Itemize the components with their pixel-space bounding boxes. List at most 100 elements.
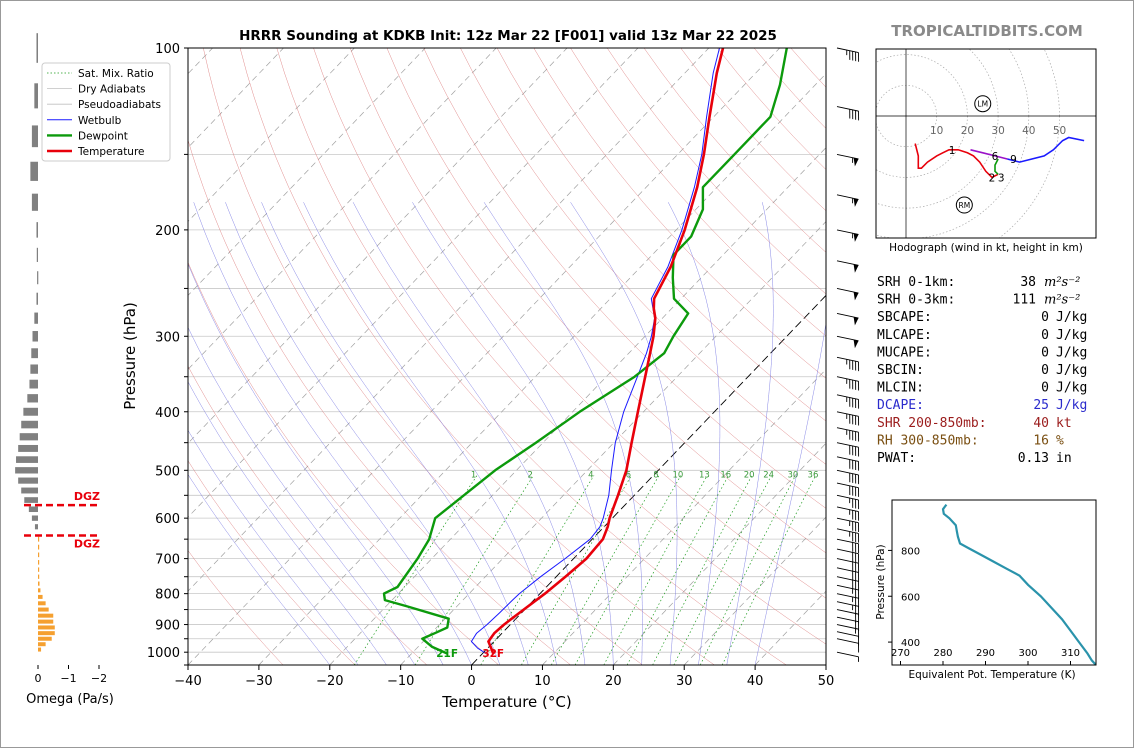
theta-e-y-label: Pressure (hPa)	[875, 544, 887, 619]
skewt-legend: Sat. Mix. Ratio Dry Adiabats Pseudoadiabat…	[41, 62, 171, 162]
barb-half-flag	[852, 198, 854, 204]
barb-half-flag	[852, 588, 854, 594]
mixing-ratio-line	[574, 475, 682, 665]
param-value: 0	[1041, 363, 1049, 378]
omega-bar	[24, 497, 38, 503]
barb-pennant	[853, 157, 859, 167]
wind-barb	[836, 194, 859, 207]
mixing-ratio-line	[673, 475, 772, 665]
barb-flag	[852, 552, 854, 562]
storm-motion-label: LM	[977, 100, 988, 109]
chart-title: HRRR Sounding at KDKB Init: 12z Mar 22 […	[239, 28, 777, 44]
wind-barb	[836, 517, 860, 532]
param-unit: J/kg	[1056, 345, 1087, 360]
barb-staff	[836, 469, 859, 476]
mixing-ratio-line	[603, 475, 708, 665]
omega-bar	[38, 601, 46, 606]
legend-label: Dry Adiabats	[78, 84, 146, 96]
hodograph-trace	[994, 158, 999, 175]
barb-half-flag	[858, 656, 859, 662]
temperature-surface-label: 32F	[482, 648, 504, 660]
barb-flag	[849, 397, 851, 407]
barb-flag	[855, 460, 857, 471]
barb-flag	[858, 111, 860, 121]
barb-flag	[855, 510, 857, 521]
dry-adiabat-line	[203, 48, 643, 665]
wind-barb	[836, 538, 860, 553]
dry-adiabat-line	[533, 48, 826, 379]
param-label: SRH 0-3km:	[877, 293, 955, 308]
y-axis-label: Pressure (hPa)	[121, 302, 139, 410]
barb-staff	[836, 47, 859, 54]
param-unit: J/kg	[1056, 381, 1087, 396]
storm-motion-marker	[955, 196, 973, 214]
barb-flag	[858, 614, 860, 624]
barb-flag	[855, 446, 857, 456]
isotherm-line	[683, 516, 826, 665]
barb-flag	[858, 563, 860, 573]
barb-flag	[858, 511, 860, 521]
barb-flag	[855, 613, 857, 623]
barb-staff	[836, 335, 859, 342]
barb-half-flag	[849, 509, 851, 515]
theta-e-trace	[941, 503, 1096, 665]
mixing-ratio-label: 20	[744, 471, 755, 481]
barb-flag	[852, 561, 854, 572]
theta-e-x-tick-label: 300	[1018, 648, 1037, 659]
pseudoadiabat-line	[483, 202, 643, 665]
omega-bar	[38, 560, 40, 565]
theta-e-panel: 400 600 800 270 280 290 300 310 Equivalent Pot. …	[875, 499, 1097, 681]
barb-staff	[836, 229, 859, 235]
param-value: 40	[1033, 416, 1049, 431]
param-label: PWAT:	[877, 451, 916, 466]
wetbulb-trace	[470, 48, 720, 654]
barb-staff	[836, 194, 859, 200]
barb-flag	[852, 486, 854, 496]
x-tick-label: 0	[467, 674, 475, 689]
barb-flag	[855, 361, 857, 371]
barb-flag	[849, 473, 851, 483]
mixing-ratio-label: 36	[808, 471, 819, 481]
wind-barb	[836, 411, 860, 426]
isotherm-line	[258, 73, 826, 665]
hodograph-title: Hodograph (wind in kt, height in km)	[889, 242, 1083, 254]
barb-pennant	[853, 233, 859, 242]
theta-e-y-tick-label: 400	[901, 638, 920, 649]
wind-barb	[836, 576, 860, 591]
omega-bar	[27, 394, 38, 403]
barb-flag	[858, 52, 860, 62]
isotherm-line	[400, 221, 826, 665]
dry-adiabat-line	[570, 48, 826, 337]
omega-bar	[34, 312, 38, 324]
hodograph-height-label: 9	[1010, 154, 1017, 166]
y-tick-label: 100	[155, 42, 180, 57]
theta-e-x-tick-label: 270	[891, 648, 910, 659]
theta-e-x-tick-label: 280	[933, 648, 952, 659]
storm-motion-marker	[974, 95, 992, 113]
x-tick-label: −20	[316, 674, 343, 689]
omega-bar	[38, 581, 40, 586]
barb-flag	[855, 110, 857, 120]
param-unit: kt	[1056, 416, 1072, 431]
dewpoint-surface-label: 21F	[436, 648, 458, 660]
dry-adiabat-line	[188, 261, 499, 665]
wind-barb	[836, 593, 860, 608]
mixing-ratio-line	[626, 475, 729, 665]
barb-staff	[836, 427, 859, 433]
barb-flag	[849, 414, 851, 424]
hodograph-ring-label: 10	[930, 125, 943, 137]
dgz-label-top: DGZ	[74, 490, 100, 503]
dry-adiabat-line	[188, 460, 356, 665]
wind-barb	[836, 260, 859, 273]
barb-flag	[852, 532, 854, 542]
x-tick-label: 20	[605, 674, 622, 689]
barb-flag	[858, 598, 860, 608]
barb-half-flag	[846, 396, 848, 403]
param-value: 0.13	[1018, 451, 1049, 466]
omega-bar	[38, 647, 42, 652]
param-unit: m²s⁻²	[1044, 275, 1080, 290]
omega-bar	[31, 125, 38, 148]
omega-bar	[34, 524, 38, 530]
